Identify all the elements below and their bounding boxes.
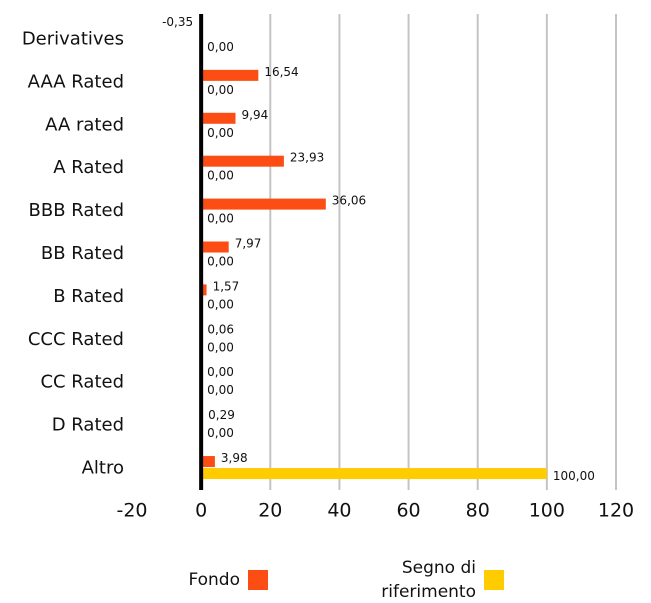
x-tick-label: -20 xyxy=(116,500,147,522)
y-tick-label: BB Rated xyxy=(41,243,124,264)
x-tick-label: 100 xyxy=(529,500,565,522)
value-label: 3,98 xyxy=(221,451,248,465)
y-tick-label: AA rated xyxy=(45,114,124,135)
value-label: 0,06 xyxy=(207,322,234,336)
bar xyxy=(201,241,229,253)
bar xyxy=(201,155,284,167)
x-tick-label: 120 xyxy=(598,500,634,522)
value-label: 23,93 xyxy=(290,151,324,165)
bar xyxy=(201,69,259,81)
value-label: 0,00 xyxy=(207,383,234,397)
value-label: 0,00 xyxy=(207,297,234,311)
y-tick-label: AAA Rated xyxy=(28,71,124,92)
value-label: 0,00 xyxy=(207,340,234,354)
value-label: 7,97 xyxy=(235,237,262,251)
value-label: 0,00 xyxy=(207,40,234,54)
legend-item: Segno di riferimento xyxy=(330,556,504,603)
y-tick-label: BBB Rated xyxy=(29,200,124,221)
value-label: 0,00 xyxy=(207,426,234,440)
value-label: 0,00 xyxy=(207,169,234,183)
y-tick-label: CCC Rated xyxy=(28,329,124,350)
value-label: 16,54 xyxy=(264,65,298,79)
value-label: 1,57 xyxy=(213,279,240,293)
legend-label: Fondo xyxy=(188,570,240,590)
y-tick-label: Altro xyxy=(82,458,124,479)
value-label: 100,00 xyxy=(553,469,595,483)
value-label: 0,00 xyxy=(207,255,234,269)
legend-swatch xyxy=(484,570,504,590)
bar xyxy=(201,456,215,468)
legend-swatch xyxy=(248,570,268,590)
x-tick-label: 20 xyxy=(258,500,282,522)
y-tick-label: D Rated xyxy=(52,415,124,436)
bar xyxy=(201,468,547,480)
value-label: 0,00 xyxy=(207,126,234,140)
value-label: 0,29 xyxy=(208,408,235,422)
value-label: 0,00 xyxy=(207,212,234,226)
bar xyxy=(201,284,207,296)
value-label: 36,06 xyxy=(332,194,366,208)
bar xyxy=(201,198,326,210)
y-tick-label: Derivatives xyxy=(22,28,124,49)
y-tick-label: CC Rated xyxy=(40,372,124,393)
y-tick-label: B Rated xyxy=(53,286,124,307)
legend-label: Segno di riferimento xyxy=(381,558,476,602)
x-tick-label: 0 xyxy=(195,500,207,522)
x-tick-label: 40 xyxy=(327,500,351,522)
y-tick-label: A Rated xyxy=(53,157,124,178)
value-label: 0,00 xyxy=(207,83,234,97)
x-tick-label: 80 xyxy=(466,500,490,522)
value-label: 9,94 xyxy=(242,108,269,122)
legend-item: Fondo xyxy=(150,568,268,592)
value-label: -0,35 xyxy=(162,15,193,29)
x-tick-label: 60 xyxy=(396,500,420,522)
value-label: 0,00 xyxy=(207,365,234,379)
bar xyxy=(201,112,236,124)
